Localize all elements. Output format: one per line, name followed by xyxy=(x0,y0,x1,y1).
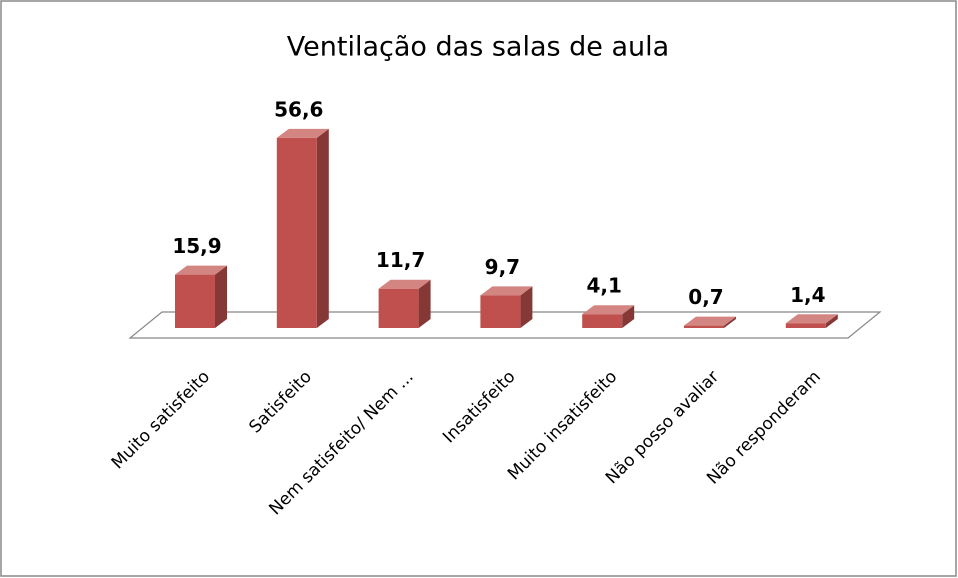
bar-top xyxy=(582,305,635,315)
bar-side xyxy=(215,265,227,328)
bar-front xyxy=(785,323,826,328)
bar-front xyxy=(582,314,623,328)
value-label: 9,7 xyxy=(485,255,520,279)
bar-side xyxy=(316,128,329,328)
bar-top xyxy=(175,265,227,275)
bar-top xyxy=(684,316,736,326)
value-label: 15,9 xyxy=(172,234,221,258)
bar-front xyxy=(480,295,521,328)
value-label: 56,6 xyxy=(274,97,323,121)
bar-side xyxy=(724,316,736,328)
bar-front xyxy=(684,325,724,328)
bar xyxy=(276,128,329,328)
bar-side xyxy=(520,286,533,328)
bar-side xyxy=(418,279,431,328)
bar-side xyxy=(825,314,838,328)
chart-title: Ventilação das salas de aula xyxy=(287,32,669,63)
value-label: 0,7 xyxy=(688,285,723,309)
value-label: 11,7 xyxy=(376,248,425,272)
bar xyxy=(582,305,635,328)
bar-top xyxy=(378,279,431,289)
bar-top xyxy=(480,286,533,296)
bar xyxy=(480,286,533,328)
bar xyxy=(378,279,431,328)
bar-front xyxy=(276,137,317,328)
bar xyxy=(785,314,838,328)
bar-top xyxy=(276,128,329,138)
bar xyxy=(175,265,227,328)
bar-front xyxy=(378,288,419,328)
bar-top xyxy=(785,314,838,324)
value-label: 4,1 xyxy=(586,274,621,298)
bar-side xyxy=(622,305,635,328)
bar xyxy=(684,316,736,328)
value-label: 1,4 xyxy=(790,283,825,307)
bar-front xyxy=(175,274,215,328)
